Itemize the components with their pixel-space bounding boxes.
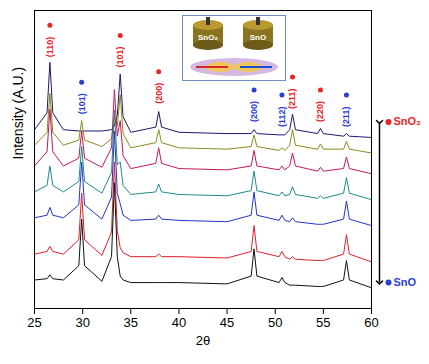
svg-text:(112): (112) [277, 107, 287, 128]
svg-text:50: 50 [268, 315, 282, 330]
svg-text:(220): (220) [315, 101, 325, 122]
svg-text:SnO: SnO [394, 276, 417, 288]
svg-text:SnO: SnO [250, 33, 266, 42]
svg-text:(211): (211) [341, 107, 351, 128]
svg-text:(200): (200) [154, 83, 164, 104]
svg-text:30: 30 [75, 315, 89, 330]
svg-text:60: 60 [364, 315, 378, 330]
svg-text:2θ: 2θ [196, 333, 210, 348]
svg-text:25: 25 [27, 315, 41, 330]
svg-text:(110): (110) [45, 37, 55, 58]
svg-text:55: 55 [316, 315, 330, 330]
svg-text:45: 45 [220, 315, 234, 330]
svg-text:Intensity (A.U.): Intensity (A.U.) [10, 67, 26, 160]
svg-text:35: 35 [124, 315, 138, 330]
svg-text:SnO₂: SnO₂ [394, 115, 422, 127]
svg-text:(211): (211) [287, 88, 297, 109]
svg-text:40: 40 [172, 315, 186, 330]
svg-text:(101): (101) [77, 93, 87, 114]
svg-text:SnO₂: SnO₂ [198, 33, 218, 42]
svg-text:(200): (200) [249, 101, 259, 122]
svg-text:(101): (101) [115, 46, 125, 67]
